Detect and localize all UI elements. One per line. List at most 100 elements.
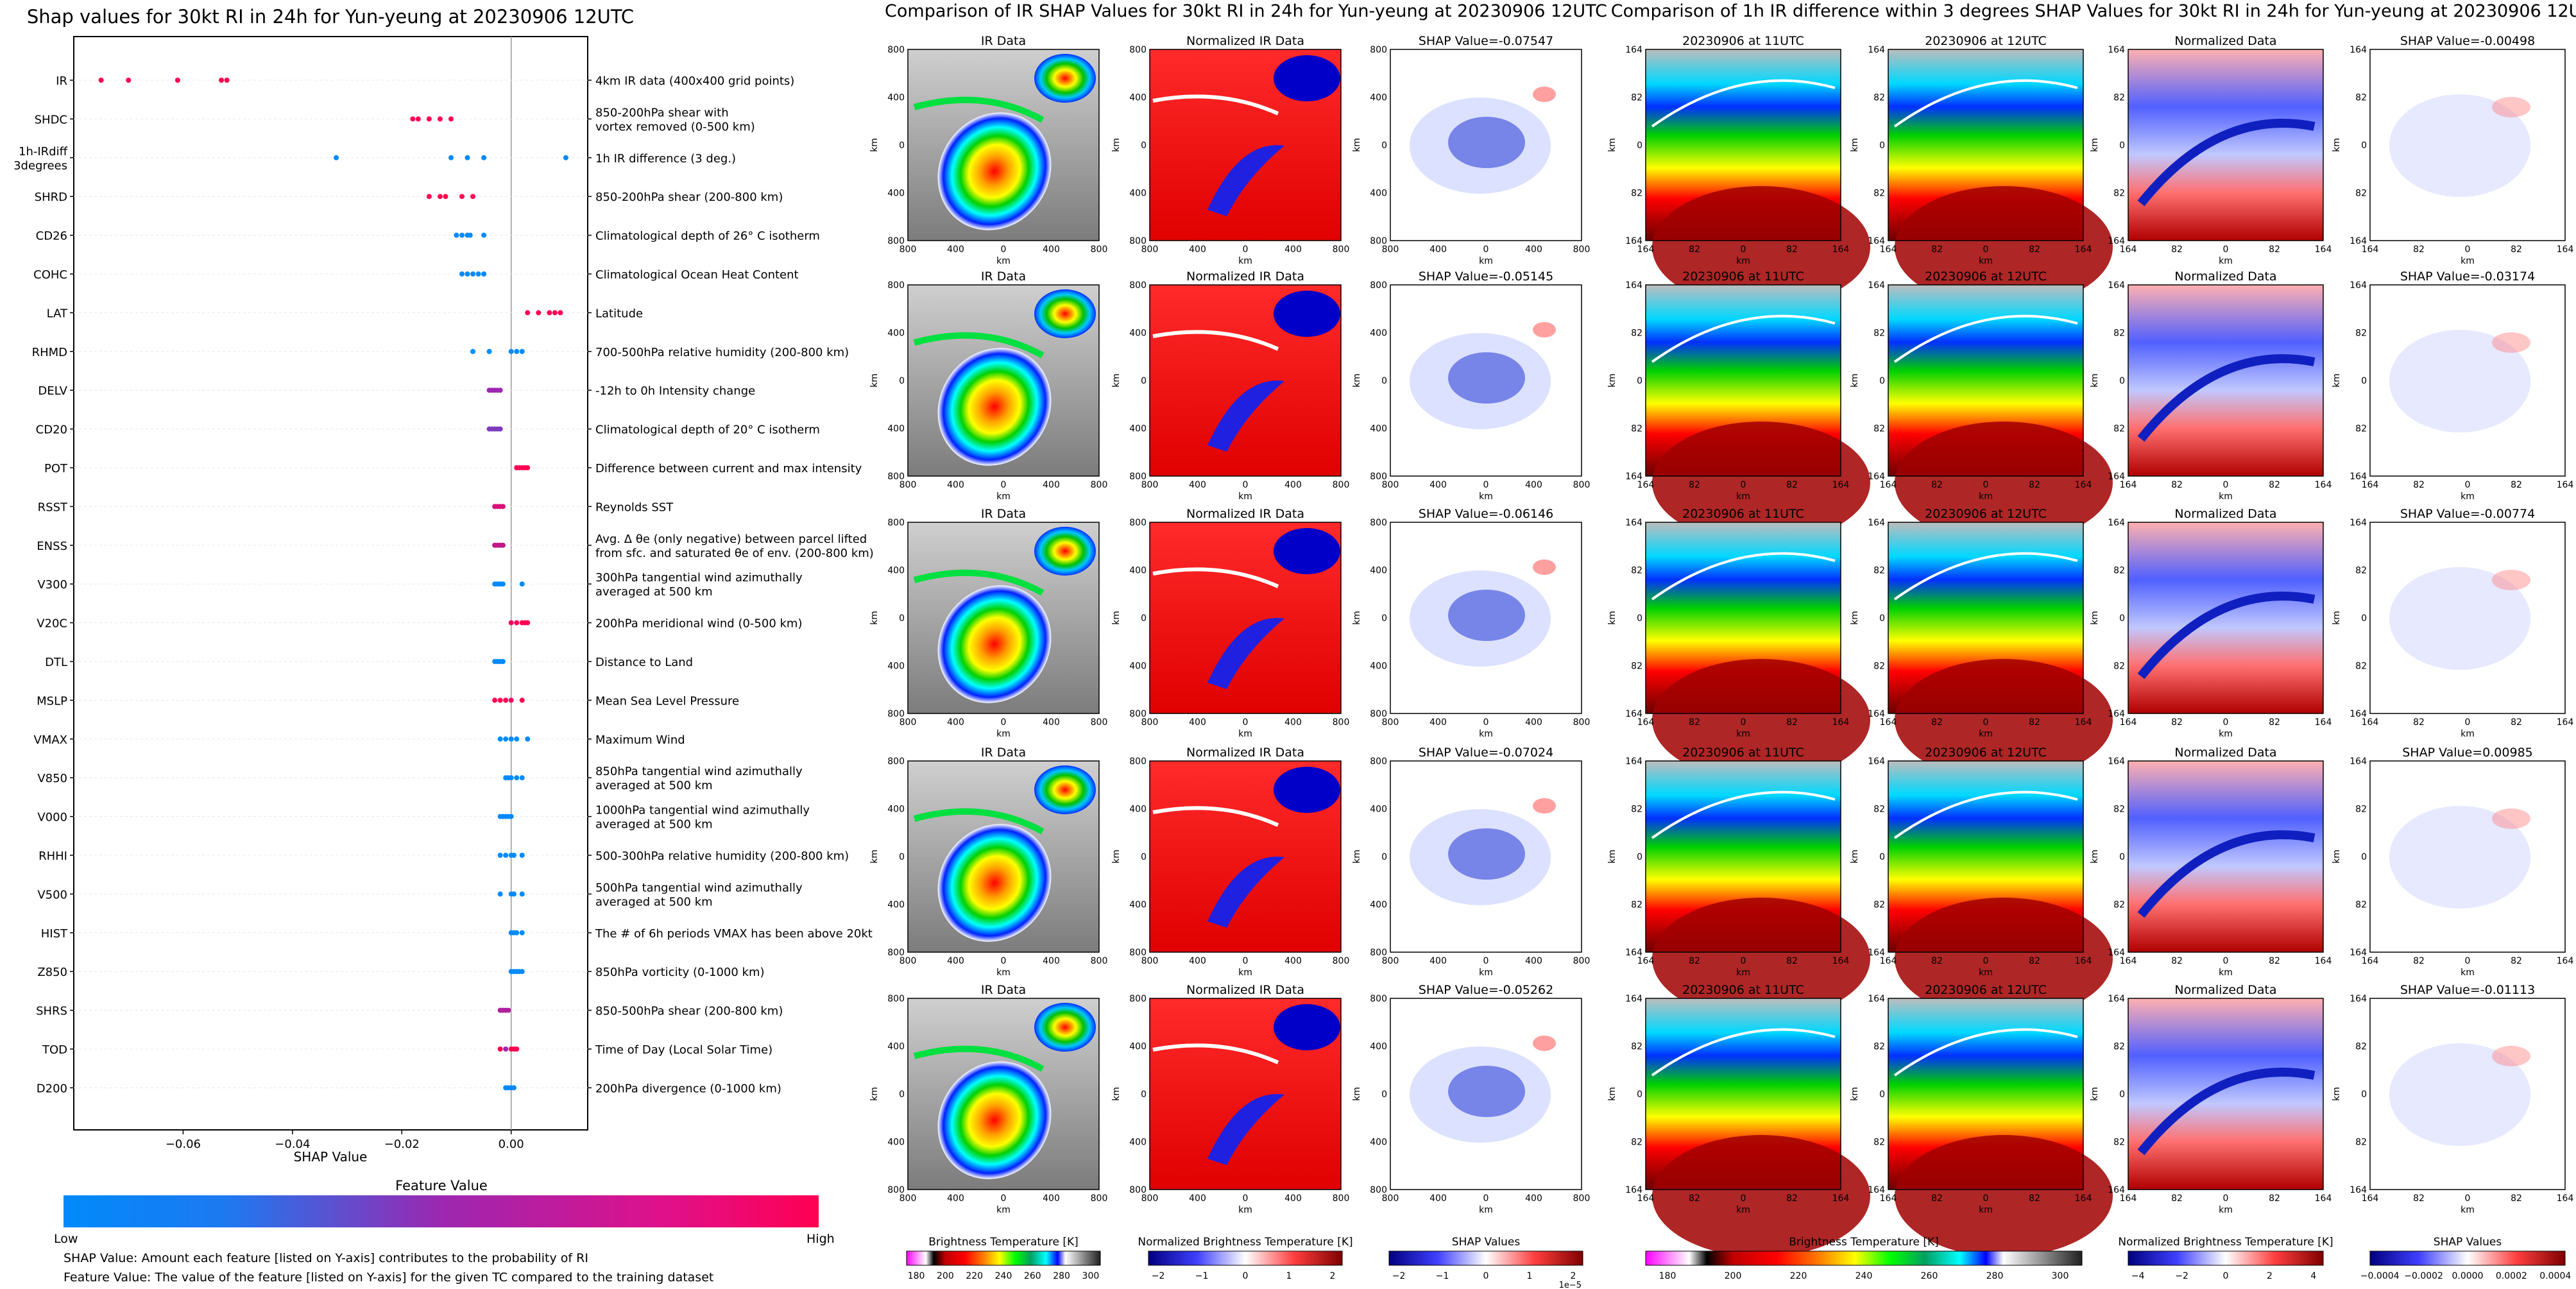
negative-shap-region: [1448, 828, 1525, 880]
ir-11utc-panel: 20230906 at 11UTC1641648282008282164164k…: [1607, 269, 1870, 543]
colorbar-tick-label: −1: [1436, 1271, 1449, 1281]
panel-title: IR Data: [981, 34, 1026, 48]
panel-title: 20230906 at 12UTC: [1925, 507, 2047, 521]
panel-x-tick-label: 82: [2029, 956, 2040, 966]
panel-y-tick-label: 0: [2361, 1089, 2367, 1100]
panel-title: Normalized Data: [2174, 507, 2276, 521]
panel-y-tick-label: 400: [887, 93, 905, 103]
panel-y-tick-label: 800: [1129, 1185, 1147, 1195]
panel-y-tick-label: 400: [1129, 900, 1147, 910]
panel-y-tick-label: 400: [1370, 805, 1387, 815]
typhoon-spiral: [937, 112, 1052, 230]
feature-description-label: Climatological depth of 20° C isotherm: [595, 423, 820, 437]
panel-x-tick-label: 400: [1043, 956, 1060, 966]
panel-y-tick-label: 82: [1873, 805, 1885, 815]
shap-point: [224, 78, 230, 83]
shap-summary-plot: IR 4km IR data (400x400 grid points) SHDC 8…: [13, 36, 874, 1165]
panel-y-tick-label: 164: [2108, 472, 2125, 482]
panel-y-axis-label: km: [1352, 611, 1362, 625]
positive-shap-region: [1533, 559, 1556, 575]
shap-point: [481, 155, 487, 160]
panel-x-axis-label: km: [1238, 968, 1252, 978]
panel-y-tick-label: 0: [1381, 852, 1387, 862]
feature-description-label: Latitude: [595, 307, 643, 320]
feature-description-label: 500hPa tangential wind azimuthally: [595, 881, 803, 894]
panel-y-tick-label: 164: [2108, 994, 2125, 1004]
panel-x-tick-label: 164: [1637, 717, 1655, 728]
feature-description-label: Reynolds SST: [595, 500, 674, 514]
panel-x-tick-label: 0: [1983, 717, 1989, 728]
normalized-diff-panel: Normalized Data1641648282008282164164kmk…: [2090, 746, 2332, 978]
shap-point: [547, 310, 552, 316]
cold-cloud-top: [1034, 527, 1096, 576]
feature-description-label: vortex removed (0-500 km): [595, 120, 755, 133]
panel-title: 20230906 at 11UTC: [1682, 507, 1804, 521]
colorbar-tick-label: −4: [2131, 1271, 2145, 1281]
colorbar-label: Feature Value: [395, 1178, 488, 1193]
panel-x-tick-label: 800: [900, 956, 917, 966]
ir-shap-panels: IR Data 800 800 400 400 0 0 400 400 800 800 km km Nor…: [869, 34, 1590, 1215]
panel-x-axis-label: km: [1479, 729, 1493, 739]
shap-point: [508, 348, 514, 354]
panel-x-tick-label: 82: [2171, 244, 2183, 255]
panel-x-tick-label: 400: [1525, 480, 1542, 490]
shap-point: [519, 969, 525, 975]
panel-x-tick-label: 164: [1832, 480, 1850, 490]
colorbar-tick-label: −0.0004: [2360, 1271, 2400, 1281]
panel-x-tick-label: 800: [900, 244, 917, 255]
feature-description-label: 500-300hPa relative humidity (200-800 km…: [595, 849, 849, 863]
panel-y-axis-label: km: [869, 849, 880, 864]
panel-x-tick-label: 82: [2413, 480, 2425, 490]
colorbar: Brightness Temperature [K] 180 200 220 240 26…: [1645, 1236, 2083, 1281]
panel-y-tick-label: 164: [1625, 472, 1642, 482]
feature-name-label: HIST: [41, 927, 68, 941]
panel-x-tick-label: 164: [2362, 717, 2379, 728]
panel-x-tick-label: 164: [2557, 1193, 2574, 1204]
colorbar-tick-label: 260: [1921, 1271, 1938, 1281]
colorbar: SHAP Values −0.0004 −0.0002 0.0000 0.0002 0.0…: [2360, 1236, 2572, 1281]
shap-point: [497, 853, 503, 858]
shap-point: [467, 232, 473, 238]
colorbar-title: Normalized Brightness Temperature [K]: [1138, 1236, 1352, 1249]
feature-name-label: V300: [37, 578, 67, 592]
colorbar-tick-label: −2: [1392, 1271, 1406, 1281]
colorbar-tick-label: 300: [2052, 1271, 2069, 1281]
panel-x-tick-label: 82: [2511, 717, 2522, 728]
irdiff-shap-panel: SHAP Value=-0.00774164164828200828216416…: [2332, 507, 2573, 739]
panel-x-tick-label: 164: [2120, 1193, 2137, 1204]
panel-y-tick-label: 82: [1873, 424, 1885, 434]
panel-x-tick-label: 800: [1382, 956, 1399, 966]
cloud-edge: [1893, 79, 2078, 128]
cloud-band: [913, 332, 1045, 359]
panel-x-tick-label: 82: [2511, 956, 2522, 966]
shap-point: [508, 814, 514, 819]
warm-core-region: [1652, 422, 1870, 543]
panel-x-tick-label: 82: [1931, 244, 1943, 255]
panel-y-tick-label: 0: [2361, 141, 2367, 151]
panel-x-tick-label: 164: [2315, 956, 2332, 966]
cold-band: [2137, 119, 2316, 207]
warm-core-region: [1652, 186, 1870, 308]
feature-name-label: Z850: [37, 966, 67, 979]
panel-y-tick-label: 82: [1631, 1138, 1642, 1148]
panel-y-tick-label: 0: [1141, 141, 1147, 151]
panel-y-tick-label: 400: [887, 566, 905, 576]
panel-y-tick-label: 82: [1631, 805, 1642, 815]
panel-y-tick-label: 0: [2119, 141, 2125, 151]
panel-y-tick-label: 0: [2119, 376, 2125, 386]
cloud-band: [913, 96, 1045, 123]
shap-value-title: SHAP Value=-0.00498: [2400, 34, 2535, 48]
panel-y-tick-label: 82: [1873, 566, 1885, 576]
ir-shap-panel: SHAP Value=-0.05145800800400400004004008…: [1352, 269, 1590, 502]
panel-x-tick-label: 400: [1043, 717, 1060, 728]
panel-title: Normalized IR Data: [1186, 746, 1304, 760]
positive-shap-region: [1533, 87, 1556, 102]
panel-y-tick-label: 400: [887, 329, 905, 339]
feature-description-label: 200hPa meridional wind (0-500 km): [595, 617, 802, 631]
feature-name-label: SHDC: [35, 113, 67, 126]
panel-y-tick-label: 400: [887, 424, 905, 434]
panel-y-axis-label: km: [2332, 1087, 2342, 1101]
panel-y-tick-label: 82: [1873, 662, 1885, 672]
panel-x-tick-label: 82: [2413, 1193, 2425, 1204]
panel-frame: [1888, 760, 2084, 953]
